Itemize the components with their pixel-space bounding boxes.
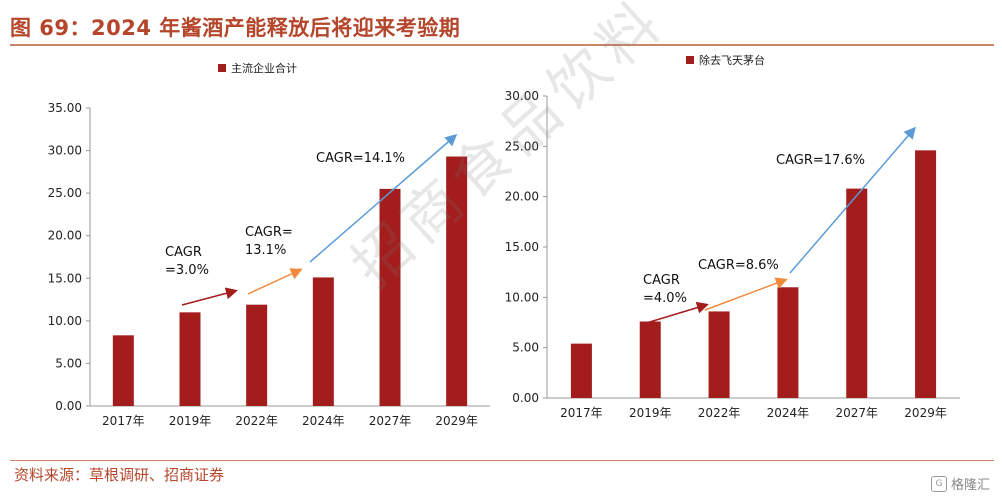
source-note: 资料来源：草根调研、招商证券 (14, 466, 225, 484)
chart-1-legend-label: 除去飞天茅台 (699, 53, 765, 67)
chart-1-cagr-label: CAGR=17.6% (776, 153, 865, 168)
chart-1-cagr-arrow-red (642, 301, 709, 325)
chart-0-x-tick-label: 2019年 (169, 414, 212, 428)
brand-logo-text: 格隆汇 (950, 478, 990, 493)
title-divider (10, 44, 994, 46)
chart-0-svg: 主流企业合计 0.00 5.00 10.00 15.00 20.00 25.00 30.00 3… (48, 61, 490, 428)
chart-0-cagr-arrow-red (181, 287, 238, 306)
chart-1-cagr-label: CAGR=8.6% (698, 258, 779, 273)
chart-0-legend-swatch (218, 64, 226, 72)
figure-title: 图 69：2024 年酱酒产能释放后将迎来考验期 (10, 16, 461, 40)
chart-0-cagr-label: =3.0% (165, 263, 209, 278)
chart-1-y-tick-label: 15.00 (505, 240, 539, 254)
chart-0-cagr-arrow-blue (309, 134, 458, 263)
chart-1-y-tick-label: 25.00 (505, 139, 539, 153)
chart-1-cagr-arrow-orange (704, 277, 788, 311)
chart-0-y-tick-label: 10.00 (48, 314, 82, 328)
chart-0-cagr-label: CAGR (165, 245, 202, 260)
chart-1-y-tick-label: 30.00 (505, 89, 539, 103)
chart-0-bar (446, 156, 468, 406)
chart-0-cagr-arrow-orange (247, 268, 303, 295)
chart-1-x-tick-label: 2022年 (698, 406, 741, 420)
chart-0-bar (246, 304, 268, 406)
chart-1-bar (570, 343, 592, 398)
chart-1-svg: 除去飞天茅台 0.00 5.00 10.00 15.00 20.00 25.00 30.00 2… (505, 53, 960, 420)
chart-0-y-tick-label: 30.00 (48, 144, 82, 158)
chart-0-y-tick-label: 25.00 (48, 186, 82, 200)
chart-1-bar (777, 287, 799, 398)
chart-0-bar (379, 188, 401, 406)
brand-logo: G 格隆汇 (930, 474, 990, 493)
chart-1-y-tick-label: 20.00 (505, 190, 539, 204)
chart-1-cagr-arrow-blue (789, 126, 916, 274)
chart-1-y-tick-label: 0.00 (512, 391, 539, 405)
chart-0-x-tick-label: 2017年 (102, 414, 145, 428)
chart-0-bar (112, 335, 134, 406)
chart-1-bar (639, 321, 661, 398)
chart-1-y-tick-label: 10.00 (505, 290, 539, 304)
chart-0-y-tick-label: 15.00 (48, 271, 82, 285)
chart-0-cagr-label: CAGR= (245, 225, 293, 240)
chart-0-y-tick-label: 5.00 (55, 356, 82, 370)
source-divider (10, 460, 994, 461)
chart-1-bar (708, 311, 730, 398)
chart-0-cagr-label: 13.1% (245, 243, 286, 258)
chart-1-legend-swatch (686, 56, 694, 64)
chart-0-x-tick-label: 2027年 (369, 414, 412, 428)
chart-0-x-tick-label: 2024年 (302, 414, 345, 428)
chart-1-bar (915, 150, 937, 398)
brand-logo-icon: G (930, 475, 947, 492)
chart-1-y-tick-label: 5.00 (512, 341, 539, 355)
chart-0-legend-label: 主流企业合计 (231, 61, 297, 75)
chart-0-y-tick-label: 20.00 (48, 229, 82, 243)
chart-1-x-tick-label: 2029年 (904, 406, 947, 420)
chart-0-y-tick-label: 0.00 (55, 399, 82, 413)
chart-0-x-tick-label: 2029年 (435, 414, 478, 428)
chart-1-bar (846, 188, 868, 398)
chart-0-bar (312, 277, 334, 406)
chart-1-x-tick-label: 2019年 (629, 406, 672, 420)
chart-0-legend: 主流企业合计 (218, 61, 297, 75)
chart-0-x-tick-label: 2022年 (235, 414, 278, 428)
chart-1-x-tick-label: 2024年 (767, 406, 810, 420)
chart-1-cagr-label: =4.0% (643, 291, 687, 306)
chart-left: 主流企业合计 0.00 5.00 10.00 15.00 20.00 25.00 30.00 3… (10, 48, 500, 453)
chart-right: 除去飞天茅台 0.00 5.00 10.00 15.00 20.00 25.00 30.00 2… (500, 48, 996, 453)
chart-1-cagr-label: CAGR (643, 273, 680, 288)
chart-1-x-tick-label: 2027年 (835, 406, 878, 420)
chart-1-legend: 除去飞天茅台 (686, 53, 765, 67)
chart-1-x-tick-label: 2017年 (560, 406, 603, 420)
chart-0-bar (179, 312, 201, 406)
chart-0-y-tick-label: 35.00 (48, 101, 82, 115)
chart-0-cagr-label: CAGR=14.1% (316, 151, 405, 166)
